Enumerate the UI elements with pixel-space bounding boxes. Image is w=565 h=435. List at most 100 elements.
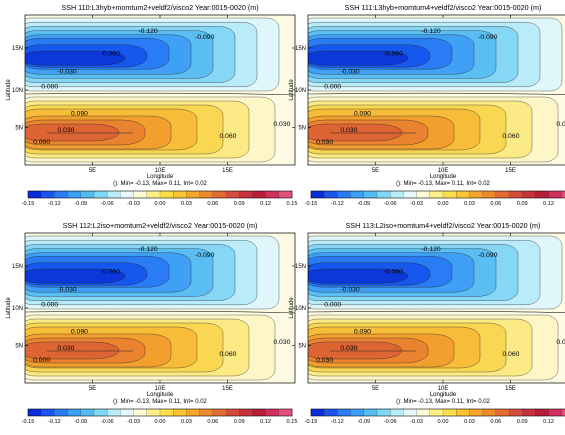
colorbar-swatch [403, 190, 417, 199]
contour-label: 0.030 [316, 357, 333, 364]
contour-label: 0.000 [33, 357, 50, 364]
colorbar-swatch [67, 408, 82, 417]
y-tick-label: 15N [12, 46, 23, 52]
colorbar-swatch [416, 190, 431, 199]
colorbar-swatch [508, 408, 523, 417]
colorbar-label: -0.15 [22, 419, 35, 425]
colorbar-swatch [324, 408, 338, 417]
colorbar-swatch [54, 190, 68, 199]
colorbar-swatch [469, 408, 483, 417]
y-tick-label: 10N [295, 88, 306, 94]
x-tick-label: 5E [372, 168, 379, 174]
panel-2: SSH 111:L3hyb+momtum4+veldf2/visco2 Year… [289, 3, 565, 207]
colorbar-swatch [146, 408, 161, 417]
colorbar-frame [27, 408, 293, 417]
colorbar-swatch [212, 408, 227, 417]
panel-title: SSH 111:L3hyb+momtum4+veldf2/visco2 Year… [345, 3, 542, 12]
contour-label: 0.030 [273, 339, 290, 346]
negative-contour-band [308, 268, 409, 284]
colorbar-swatch [41, 408, 55, 417]
colorbar-label: 0.12 [260, 201, 271, 207]
x-axis-label: Longitude [430, 392, 457, 398]
x-tick-label: 10E [438, 168, 449, 174]
y-tick-label: 15N [295, 46, 306, 52]
colorbar-label: 0.03 [181, 201, 192, 207]
contour-label: 0.000 [324, 302, 341, 309]
colorbar-swatch [173, 408, 187, 417]
colorbar-swatch [186, 408, 200, 417]
x-tick-label: 5E [89, 386, 96, 392]
colorbar-label: 0.00 [155, 201, 166, 207]
x-axis-label: Longitude [147, 392, 174, 398]
colorbar-swatch [456, 408, 470, 417]
colorbar-label: -0.06 [384, 201, 397, 207]
colorbar-swatch [429, 190, 444, 199]
colorbar-label: -0.09 [74, 201, 87, 207]
contour-label: -0.090 [478, 252, 497, 259]
colorbar-swatch [159, 408, 174, 417]
x-tick-label: 15E [505, 386, 516, 392]
colorbar-swatch [522, 190, 536, 199]
y-tick-label: 15N [295, 264, 306, 270]
colorbar-swatch [495, 190, 510, 199]
colorbar-swatch [80, 190, 95, 199]
colorbar-label: -0.09 [357, 419, 370, 425]
x-tick-label: 10E [438, 386, 449, 392]
x-axis-label: Longitude [430, 174, 457, 180]
colorbar-swatch [482, 408, 497, 417]
x-axis-label: Longitude [147, 174, 174, 180]
colorbar-label: 0.09 [517, 419, 528, 425]
y-tick-label: 10N [12, 88, 23, 94]
panel-title: SSH 113:L2iso+momtum4+veldf2/visco2 Year… [346, 221, 541, 230]
y-tick-label: 5N [15, 126, 23, 132]
x-tick-label: 15E [222, 386, 233, 392]
colorbar-swatch [265, 408, 280, 417]
colorbar-swatch [173, 190, 187, 199]
colorbar-swatch [107, 408, 121, 417]
colorbar-swatch [376, 190, 391, 199]
colorbar-label: -0.09 [357, 201, 370, 207]
negative-contour-band [25, 50, 126, 66]
colorbar-label: 0.09 [234, 419, 245, 425]
colorbar-swatch [561, 408, 565, 417]
contour-label: -0.060 [101, 269, 120, 276]
colorbar-label: 0.12 [543, 419, 554, 425]
x-tick-label: 10E [155, 168, 166, 174]
contour-label: 0.000 [41, 302, 58, 309]
y-axis-label: Latitude [6, 297, 12, 319]
colorbar-label: -0.09 [74, 419, 87, 425]
y-axis-label: Latitude [289, 297, 295, 319]
contour-label: -0.090 [195, 34, 214, 41]
contour-label: 0.030 [273, 121, 290, 128]
colorbar-frame [310, 190, 565, 199]
y-tick-label: 5N [298, 344, 306, 350]
colorbar-swatch [508, 190, 523, 199]
negative-contour-band [308, 50, 409, 66]
contour-label: -0.030 [340, 287, 359, 294]
panel-4: SSH 113:L2iso+momtum4+veldf2/visco2 Year… [289, 221, 565, 425]
colorbar-swatch [265, 190, 280, 199]
colorbar-swatch [107, 190, 121, 199]
colorbar-label: -0.15 [305, 201, 318, 207]
colorbar-swatch [337, 190, 351, 199]
colorbar-swatch [67, 190, 82, 199]
y-axis-label: Latitude [6, 79, 12, 101]
zero-contour-line [25, 92, 295, 96]
colorbar-swatch [80, 408, 95, 417]
colorbar-swatch [278, 190, 293, 199]
x-tick-label: 15E [505, 168, 516, 174]
y-tick-label: 10N [295, 306, 306, 312]
colorbar-swatch [522, 408, 536, 417]
contour-label: 0.090 [71, 329, 88, 336]
colorbar-swatch [212, 190, 227, 199]
colorbar-frame [310, 408, 565, 417]
colorbar-swatch [324, 190, 338, 199]
colorbar-label: 0.09 [517, 201, 528, 207]
colorbar-swatch [495, 408, 510, 417]
contour-fills [25, 235, 295, 381]
panel-title: SSH 110:L3hyb+momtum2+veldf2/visco2 Year… [61, 3, 258, 12]
colorbar-label: -0.06 [101, 419, 114, 425]
contour-label: -0.120 [421, 246, 440, 253]
colorbar-swatch [41, 190, 55, 199]
contour-label: 0.060 [502, 351, 519, 358]
